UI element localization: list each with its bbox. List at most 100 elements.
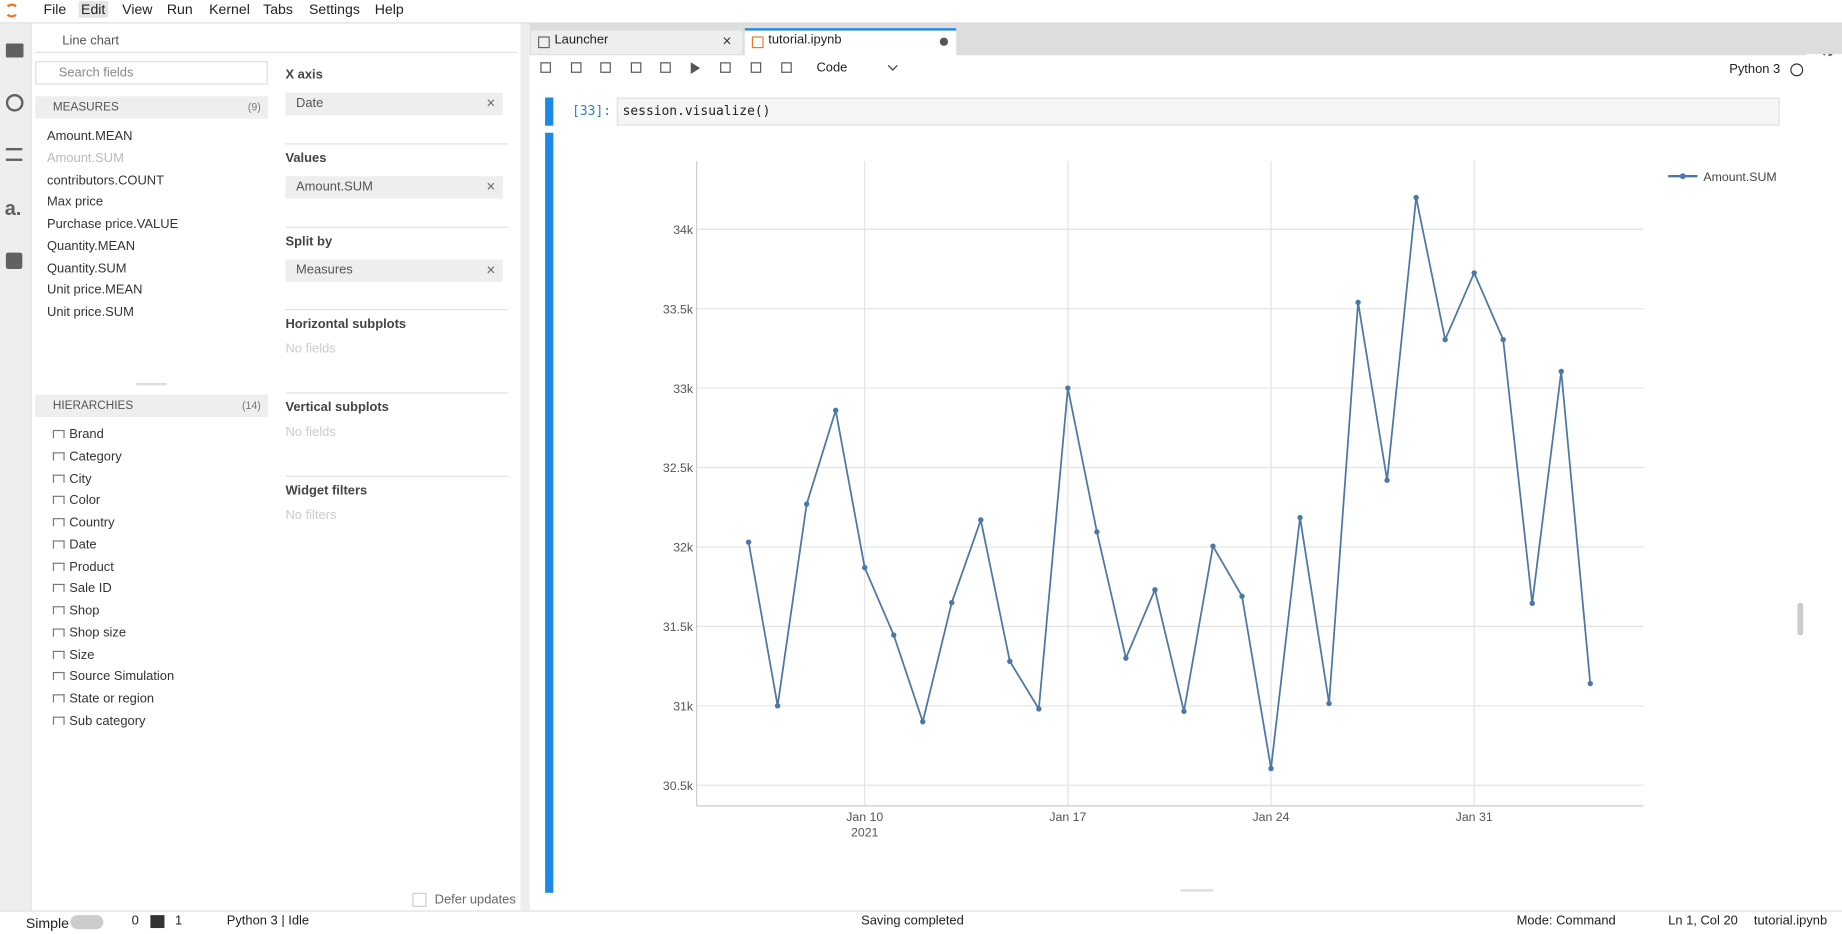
menu-item[interactable]: Kernel: [209, 1, 250, 18]
output-collapser[interactable]: [545, 132, 554, 893]
field-chip-label[interactable]: Amount.SUM: [296, 179, 373, 194]
resize-handle[interactable]: [136, 382, 167, 386]
terminal-count[interactable]: 0: [131, 913, 139, 929]
remove-field[interactable]: ×: [486, 93, 496, 112]
toolbar-button[interactable]: [720, 62, 731, 73]
menu-item[interactable]: Settings: [308, 1, 360, 18]
extensions-icon[interactable]: [5, 252, 23, 270]
field-chip[interactable]: [285, 175, 503, 199]
remove-field[interactable]: ×: [486, 177, 496, 195]
measure-field[interactable]: Unit price.SUM: [46, 305, 134, 320]
y-tick-label: 33k: [673, 382, 694, 396]
section-separator: [285, 226, 508, 228]
tab[interactable]: [744, 28, 957, 57]
data-point: [978, 517, 984, 523]
notebook-panel: [529, 54, 1807, 906]
toolbar-button[interactable]: [600, 62, 611, 73]
toolbar-button[interactable]: [690, 62, 701, 75]
field-chip-label[interactable]: Date: [296, 96, 324, 111]
data-point: [1500, 336, 1506, 343]
measure-field[interactable]: Max price: [46, 195, 104, 210]
running-icon[interactable]: [5, 93, 24, 112]
hierarchy-field[interactable]: Product: [69, 559, 114, 574]
measure-field[interactable]: Purchase price.VALUE: [46, 217, 179, 232]
search-placeholder[interactable]: Search fields: [58, 65, 134, 80]
measure-field[interactable]: Amount.MEAN: [46, 129, 133, 144]
hierarchy-field[interactable]: Size: [69, 647, 95, 662]
hierarchy-icon: [52, 584, 65, 593]
resize-handle[interactable]: [1180, 889, 1214, 892]
hierarchy-field[interactable]: Brand: [69, 427, 104, 442]
field-chip-label[interactable]: Measures: [296, 262, 353, 277]
data-point: [1297, 514, 1303, 521]
x-tick-label: Jan 17: [1049, 810, 1086, 824]
checkbox[interactable]: [412, 892, 427, 907]
hierarchy-field[interactable]: Source Simulation: [69, 669, 175, 684]
menu-item[interactable]: Tabs: [263, 1, 293, 18]
measure-field[interactable]: Quantity.SUM: [46, 261, 127, 276]
menu-item[interactable]: File: [43, 1, 67, 18]
menu-item[interactable]: Run: [166, 1, 193, 18]
toolbar-button[interactable]: [781, 62, 792, 73]
atoti-icon[interactable]: a.: [4, 197, 22, 220]
kernel-name[interactable]: Python 3: [1729, 62, 1781, 77]
hierarchy-field[interactable]: Shop size: [69, 625, 127, 640]
close-tab[interactable]: ×: [722, 31, 732, 50]
simple-mode-toggle[interactable]: [70, 915, 104, 930]
measure-field[interactable]: Unit price.MEAN: [46, 283, 143, 298]
kernel-count[interactable]: 1: [175, 913, 183, 929]
toolbar-button[interactable]: [540, 62, 551, 73]
scrollbar[interactable]: [1797, 602, 1804, 636]
menu-item[interactable]: Help: [374, 1, 404, 18]
field-chip[interactable]: [285, 259, 503, 282]
toolbar-button[interactable]: [660, 62, 671, 73]
hierarchy-field[interactable]: State or region: [69, 691, 155, 707]
toolbar-button[interactable]: [570, 62, 582, 73]
section-title: Horizontal subplots: [285, 317, 407, 332]
measure-field[interactable]: contributors.COUNT: [46, 173, 165, 188]
hierarchy-field[interactable]: Color: [69, 493, 101, 508]
cell-collapser[interactable]: [545, 97, 554, 126]
menu-item[interactable]: Edit: [78, 1, 108, 18]
cursor-position[interactable]: Ln 1, Col 20: [1668, 913, 1738, 929]
unsaved-dot[interactable]: [939, 37, 949, 46]
tab-label[interactable]: Launcher: [554, 32, 609, 47]
remove-field[interactable]: ×: [486, 260, 496, 278]
hierarchy-field[interactable]: City: [69, 471, 92, 486]
chart-type[interactable]: Line chart: [62, 34, 120, 49]
hierarchy-field[interactable]: Sale ID: [69, 581, 112, 596]
measure-field[interactable]: Amount.SUM: [46, 151, 124, 166]
chart-type-dropdown[interactable]: [35, 31, 517, 53]
tab-label[interactable]: tutorial.ipynb: [768, 32, 842, 47]
tab[interactable]: [530, 30, 743, 55]
data-point: [1442, 336, 1448, 343]
y-tick-label: 30.5k: [663, 779, 694, 793]
measure-field[interactable]: Quantity.MEAN: [46, 239, 136, 254]
line-chart: 30.5k 31k 31.5k 32k 32.5k 33k 33.5k 34k Jan 10 20…: [663, 160, 1777, 839]
data-point: [1529, 600, 1535, 607]
toolbar-button[interactable]: [630, 62, 642, 73]
code-editor[interactable]: [616, 97, 1780, 126]
field-chip[interactable]: [285, 92, 503, 116]
cell-code[interactable]: session.visualize(): [622, 103, 771, 119]
panel-divider: [520, 23, 530, 911]
section-separator: [285, 309, 508, 311]
command-mode: Mode: Command: [1516, 913, 1616, 929]
toolbar-button[interactable]: [750, 62, 762, 73]
menu-item[interactable]: View: [122, 1, 153, 18]
data-point: [949, 599, 955, 606]
hierarchy-field[interactable]: Shop: [69, 603, 100, 618]
toc-icon[interactable]: [5, 148, 23, 161]
hierarchy-field[interactable]: Country: [69, 515, 115, 530]
kernel-status[interactable]: Python 3 | Idle: [226, 913, 310, 929]
hierarchy-field[interactable]: Sub category: [69, 713, 146, 729]
cell-type-dropdown[interactable]: Code: [816, 61, 848, 76]
files-icon[interactable]: [5, 43, 24, 58]
data-point: [1384, 477, 1390, 483]
hierarchy-field[interactable]: Category: [69, 449, 122, 464]
defer-updates[interactable]: Defer updates: [434, 892, 516, 907]
hierarchy-field[interactable]: Date: [69, 537, 97, 552]
search-box[interactable]: [35, 61, 268, 85]
data-point: [920, 718, 926, 725]
